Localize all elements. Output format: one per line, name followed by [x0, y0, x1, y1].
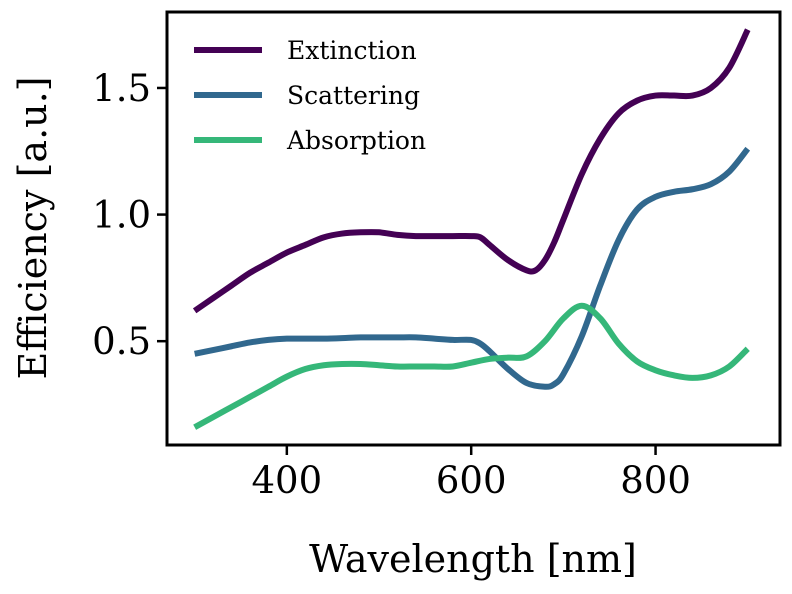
series-layer [192, 28, 751, 430]
x-tick-label: 400 [252, 459, 323, 502]
y-tick-label: 1.0 [92, 194, 151, 237]
x-tick-label: 600 [436, 459, 507, 502]
legend-label-absorption: Absorption [286, 126, 426, 155]
x-axis-label: Wavelength [nm] [309, 537, 637, 581]
series-line-absorption [193, 302, 750, 430]
series-line-scattering [194, 146, 751, 390]
y-axis-label: Efficiency [a.u.] [11, 76, 55, 379]
legend-label-scattering: Scattering [287, 81, 420, 110]
y-tick-label: 0.5 [92, 320, 151, 363]
legend-label-extinction: Extinction [287, 36, 417, 65]
axis-ticks: 400 600 800 0.5 1.0 1.5 [92, 67, 691, 502]
series-line-extinction [192, 28, 751, 314]
x-tick-label: 800 [620, 459, 691, 502]
y-tick-label: 1.5 [92, 67, 151, 110]
legend: Extinction Scattering Absorption [194, 36, 426, 155]
plot-area-frame [165, 10, 782, 447]
